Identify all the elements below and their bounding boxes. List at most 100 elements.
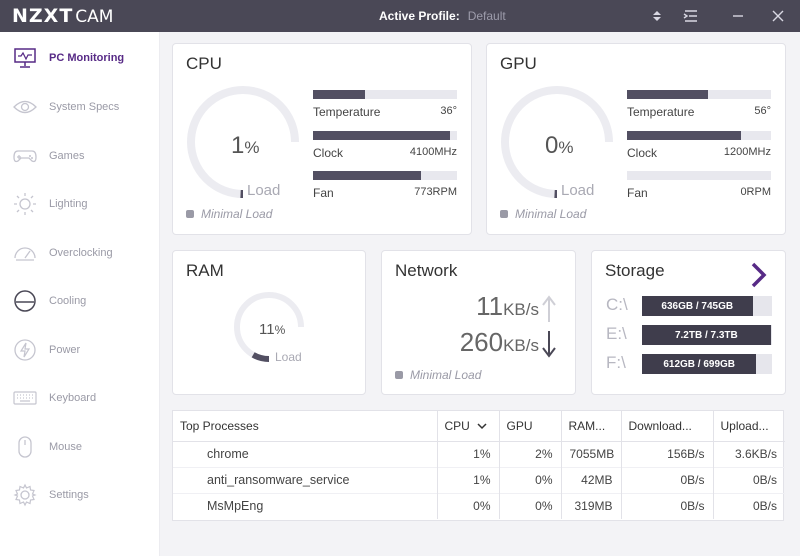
metric-value: 773RPM <box>414 186 457 198</box>
network-upload: 11KB/s <box>476 291 539 322</box>
drive-usage: 636GB / 745GB <box>642 296 753 316</box>
bar-fill <box>627 90 708 99</box>
drive-track: 636GB / 745GB <box>642 296 772 316</box>
gear-icon <box>13 483 37 507</box>
column-header-cpu[interactable]: CPU <box>436 411 499 442</box>
sidebar-item-overclocking[interactable]: Overclocking <box>0 233 160 273</box>
storage-card[interactable]: Storage C:\ 636GB / 745GB E:\ 7.2TB / 7.… <box>591 250 786 395</box>
metric-label: Clock <box>313 146 344 160</box>
drive-f: F:\ 612GB / 699GB <box>606 353 776 377</box>
process-cpu: 1% <box>436 467 499 493</box>
process-upload: 0B/s <box>712 493 785 519</box>
cpu-title: CPU <box>186 54 222 73</box>
column-header-upload[interactable]: Upload... <box>712 411 785 442</box>
sidebar-item-pc-monitoring[interactable]: PC Monitoring <box>0 38 160 78</box>
close-icon[interactable] <box>763 0 793 32</box>
ram-card[interactable]: RAM 11% Load <box>172 250 366 395</box>
sidebar-item-keyboard[interactable]: Keyboard <box>0 378 160 418</box>
mouse-icon <box>13 435 37 459</box>
metric-value: 1200MHz <box>723 146 771 158</box>
cpu-status: Minimal Load <box>186 207 272 221</box>
process-ram: 42MB <box>560 467 621 493</box>
ram-load-value: 11% <box>259 321 285 338</box>
ram-load-label: Load <box>275 350 302 364</box>
status-dot-icon <box>395 371 403 379</box>
download-value: 260 <box>459 327 504 357</box>
column-header-process[interactable]: Top Processes <box>173 411 437 442</box>
process-gpu: 0% <box>498 467 561 493</box>
bar-track <box>313 171 457 180</box>
sidebar-item-games[interactable]: Games <box>0 136 160 176</box>
metric-label: Clock <box>627 146 658 160</box>
process-cpu: 1% <box>436 441 499 467</box>
process-cpu: 0% <box>436 493 499 519</box>
gpu-card[interactable]: GPU 0% Load Minimal Load Temperature 56°… <box>486 43 786 235</box>
sidebar-item-label: Power <box>49 344 81 356</box>
table-row[interactable]: MsMpEng 0% 0% 319MB 0B/s 0B/s <box>173 493 785 519</box>
gamepad-icon <box>13 144 37 168</box>
sidebar-item-system-specs[interactable]: System Specs <box>0 87 160 127</box>
speedometer-icon <box>13 241 37 265</box>
sidebar-item-label: System Specs <box>49 101 120 113</box>
bar-track <box>627 131 771 140</box>
network-card[interactable]: Network 11KB/s 260KB/s Minimal Load <box>381 250 576 395</box>
table-row[interactable]: chrome 1% 2% 7055MB 156B/s 3.6KB/s <box>173 441 785 467</box>
header-label: CPU <box>444 418 470 433</box>
eye-icon <box>13 95 37 119</box>
download-unit: KB/s <box>503 336 539 355</box>
drive-track: 7.2TB / 7.3TB <box>642 325 772 345</box>
profile-value[interactable]: Default <box>467 9 506 23</box>
title-bar: NZXT CAM Active Profile: Default <box>0 0 800 32</box>
bar-fill <box>627 131 741 140</box>
gpu-fan-row: Fan 0RPM <box>627 171 771 201</box>
metric-label: Temperature <box>313 105 381 119</box>
status-dot-icon <box>186 210 194 218</box>
sidebar-item-power[interactable]: Power <box>0 330 160 370</box>
active-profile[interactable]: Active Profile: Default <box>379 9 506 23</box>
process-gpu: 0% <box>498 493 561 519</box>
bar-track <box>313 131 457 140</box>
gpu-status: Minimal Load <box>500 207 586 221</box>
table-row[interactable]: anti_ransomware_service 1% 0% 42MB 0B/s … <box>173 467 785 493</box>
sidebar-item-label: Mouse <box>49 441 83 453</box>
gpu-status-text: Minimal Load <box>515 207 587 221</box>
gpu-load-value: 0% <box>545 132 573 160</box>
gpu-load-unit: % <box>558 138 574 157</box>
profile-switch-icon[interactable] <box>642 0 672 32</box>
drive-c: C:\ 636GB / 745GB <box>606 295 776 319</box>
network-download: 260KB/s <box>460 327 539 358</box>
cpu-load-value: 1% <box>231 132 259 160</box>
drive-usage: 7.2TB / 7.3TB <box>642 325 771 345</box>
menu-icon[interactable] <box>676 0 706 32</box>
sidebar-item-cooling[interactable]: Cooling <box>0 281 160 321</box>
drive-letter: C:\ <box>606 295 628 314</box>
sidebar-item-settings[interactable]: Settings <box>0 475 160 515</box>
fan-icon <box>13 289 37 313</box>
cpu-load-label: Load <box>247 182 281 199</box>
column-header-download[interactable]: Download... <box>620 411 713 442</box>
cpu-card[interactable]: CPU 1% Load Minimal Load Temperature 36°… <box>172 43 472 235</box>
sidebar-item-lighting[interactable]: Lighting <box>0 184 160 224</box>
sun-icon <box>13 192 37 216</box>
metric-value: 0RPM <box>740 186 771 198</box>
sidebar-item-label: Overclocking <box>49 247 113 259</box>
minimize-icon[interactable] <box>723 0 753 32</box>
process-upload: 0B/s <box>712 467 785 493</box>
drive-track: 612GB / 699GB <box>642 354 772 374</box>
sidebar-item-mouse[interactable]: Mouse <box>0 427 160 467</box>
network-status-text: Minimal Load <box>410 368 482 382</box>
column-header-ram[interactable]: RAM... <box>560 411 621 442</box>
chevron-right-icon[interactable] <box>750 262 768 288</box>
metric-value: 4100MHz <box>409 146 457 158</box>
gpu-temperature-row: Temperature 56° <box>627 90 771 120</box>
lightning-icon <box>13 338 37 362</box>
upload-arrow-icon <box>542 295 556 322</box>
process-upload: 3.6KB/s <box>712 441 785 467</box>
process-download: 156B/s <box>620 441 713 467</box>
network-status: Minimal Load <box>395 368 481 382</box>
metric-label: Fan <box>627 186 648 200</box>
logo-light: CAM <box>75 7 114 27</box>
column-header-gpu[interactable]: GPU <box>498 411 561 442</box>
header-label: Upload... <box>720 418 769 433</box>
ram-load-gauge <box>234 292 304 362</box>
